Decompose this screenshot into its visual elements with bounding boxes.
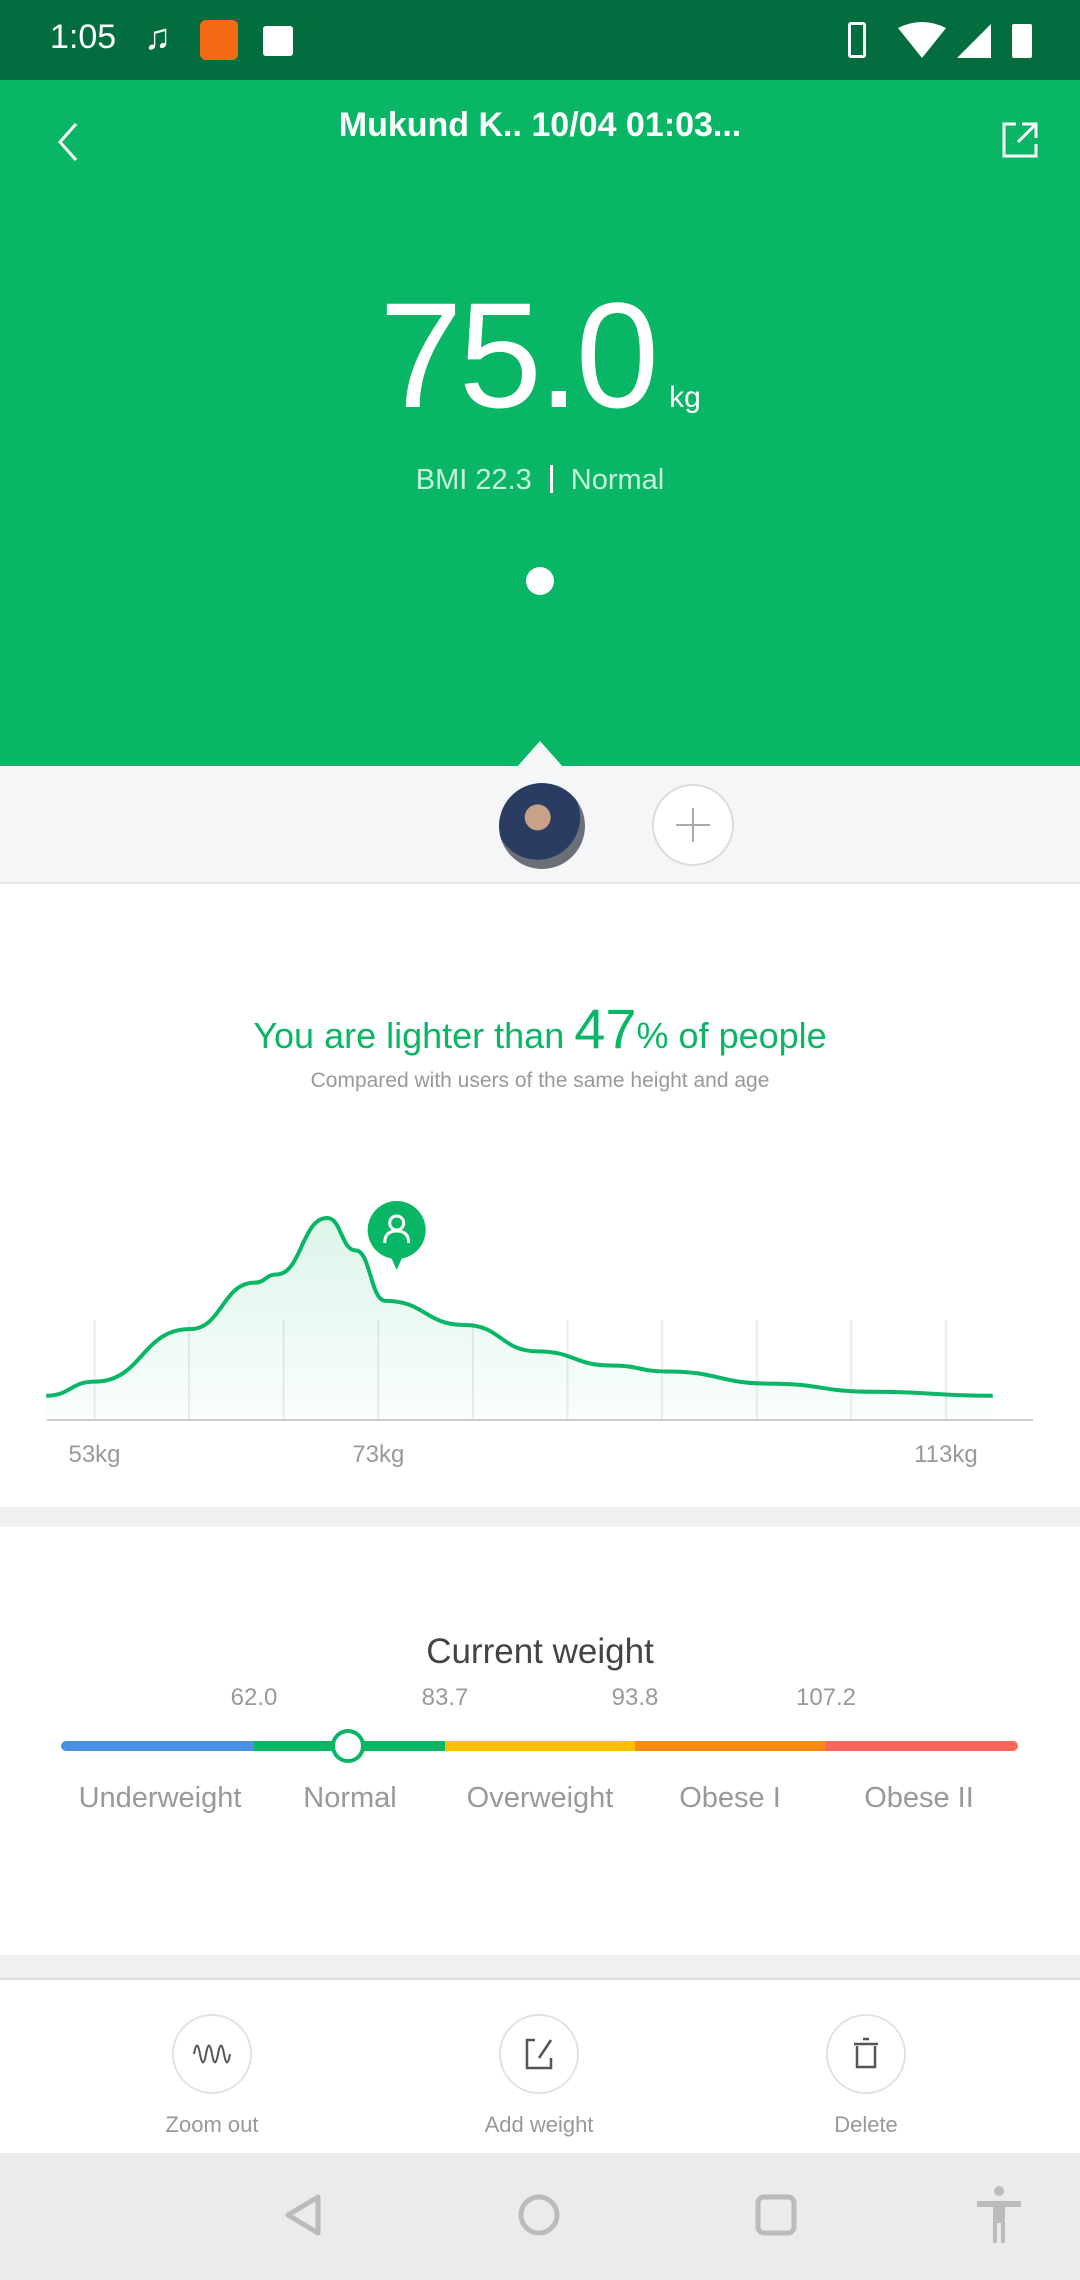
- mi-app-icon: [200, 20, 238, 60]
- category-obese-2: Obese II: [864, 1782, 974, 1814]
- category-normal: Normal: [303, 1782, 397, 1814]
- page-indicator-dot[interactable]: [526, 567, 554, 595]
- bmi-status: Normal: [570, 464, 665, 496]
- user-switcher: [0, 766, 1080, 884]
- user-position-pin: [367, 1201, 426, 1270]
- segment-obese-2: [826, 1741, 1018, 1751]
- signal-icon: [957, 24, 991, 58]
- distribution-line: [46, 1215, 993, 1398]
- header-title: Mukund K.. 10/04 01:03...: [338, 106, 742, 144]
- selected-user-pointer: [517, 741, 563, 767]
- zoom-out-label: Zoom out: [165, 2112, 259, 2137]
- segment-underweight: [61, 1741, 254, 1751]
- header: Mukund K.. 10/04 01:03... 75.0 kg BMI 22.…: [0, 80, 1080, 767]
- threshold-label: 107.2: [795, 1684, 857, 1711]
- current-weight-marker: [331, 1729, 366, 1763]
- x-tick-label: 113kg: [914, 1441, 978, 1468]
- plus-icon: [676, 808, 710, 842]
- nav-back-icon[interactable]: [282, 2193, 326, 2237]
- segment-obese-1: [635, 1741, 826, 1751]
- back-icon[interactable]: [56, 122, 80, 162]
- add-weight-button[interactable]: [499, 2014, 579, 2094]
- segment-overweight: [445, 1741, 635, 1751]
- category-overweight: Overweight: [466, 1782, 614, 1814]
- section-divider: [0, 1507, 1080, 1527]
- wifi-icon: [898, 22, 946, 58]
- x-tick-label: 53kg: [68, 1441, 120, 1468]
- battery-icon: [1012, 24, 1032, 58]
- image-icon: [263, 26, 293, 56]
- vibrate-icon: [848, 22, 866, 58]
- bmi-value: BMI 22.3: [415, 464, 532, 496]
- delete-button[interactable]: [826, 2014, 906, 2094]
- waveform-icon: [193, 2044, 231, 2064]
- bmi-range-bar: [61, 1741, 1018, 1751]
- comparison-prefix: You are lighter than: [253, 1015, 565, 1056]
- status-time: 1:05: [50, 18, 117, 56]
- current-weight-title: Current weight: [426, 1632, 654, 1671]
- comparison-percent: 47: [574, 997, 637, 1060]
- delete-label: Delete: [834, 2112, 898, 2137]
- threshold-label: 93.8: [611, 1684, 659, 1711]
- comparison-headline: You are lighter than 47% of people: [0, 996, 1080, 1061]
- comparison-subtitle: Compared with users of the same height a…: [310, 1069, 770, 1092]
- x-tick-label: 73kg: [352, 1441, 404, 1468]
- category-obese-1: Obese I: [679, 1782, 781, 1814]
- avatar[interactable]: [499, 783, 585, 869]
- trash-icon: [854, 2037, 878, 2069]
- weight-value: 75.0: [379, 271, 659, 439]
- distribution-area: [46, 1218, 993, 1420]
- music-note-icon: ♫: [144, 16, 171, 57]
- threshold-label: 62.0: [230, 1684, 278, 1711]
- category-underweight: Underweight: [78, 1782, 242, 1814]
- navigation-bar: [0, 2153, 1080, 2280]
- share-icon[interactable]: [1000, 120, 1040, 160]
- accessibility-icon[interactable]: [975, 2185, 1023, 2245]
- weight-unit: kg: [669, 381, 701, 414]
- threshold-label: 83.7: [421, 1684, 469, 1711]
- status-bar: 1:05 ♫: [0, 0, 1080, 80]
- add-weight-label: Add weight: [484, 2112, 594, 2137]
- weight-distribution-chart: 53kg 73kg 113kg: [46, 1201, 1033, 1468]
- comparison-suffix: % of people: [636, 1015, 827, 1056]
- nav-recents-icon[interactable]: [754, 2193, 798, 2237]
- add-user-button[interactable]: [652, 784, 734, 866]
- edit-icon: [525, 2038, 553, 2070]
- section-divider: [0, 1955, 1080, 1980]
- nav-home-icon[interactable]: [517, 2193, 561, 2237]
- zoom-out-button[interactable]: [172, 2014, 252, 2094]
